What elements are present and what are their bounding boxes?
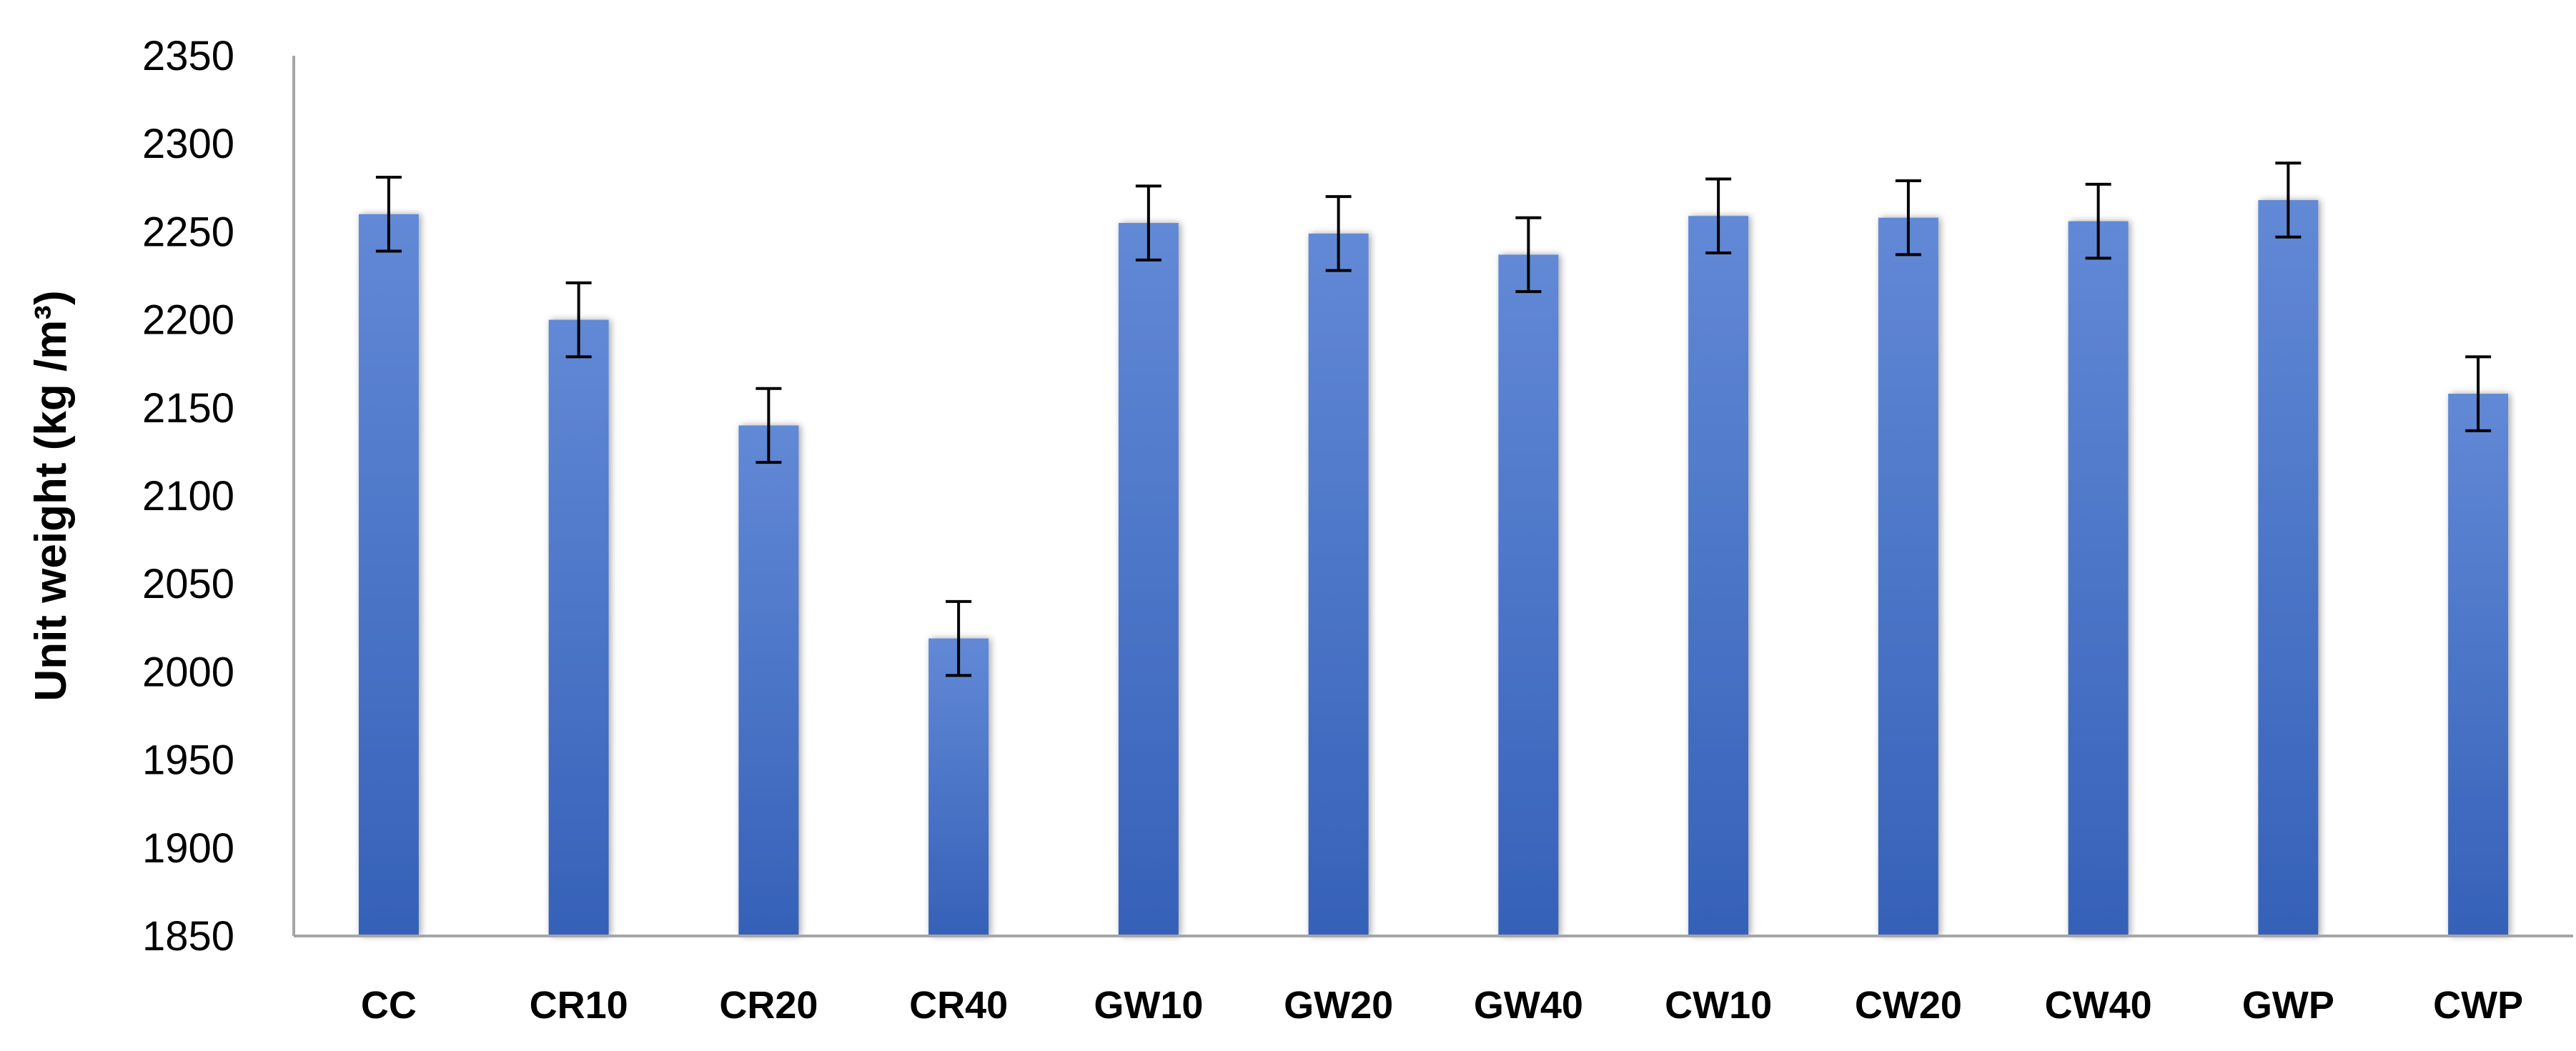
bar-gwp xyxy=(2258,200,2319,937)
x-category-label: CR10 xyxy=(530,984,628,1027)
error-bar-cw10 xyxy=(1705,177,1732,254)
bar-gw10 xyxy=(1118,223,1179,937)
x-category-label: CR40 xyxy=(909,984,1008,1027)
x-category-label: CC xyxy=(361,984,417,1027)
error-bar-gw40 xyxy=(1515,216,1542,294)
x-category-label: CR20 xyxy=(719,984,818,1027)
x-category-label: CWP xyxy=(2433,984,2523,1027)
error-bar-cr10 xyxy=(565,281,592,359)
bar-cc xyxy=(358,214,419,936)
y-tick-label: 2050 xyxy=(142,561,234,607)
x-category-label: CW40 xyxy=(2045,984,2152,1027)
error-bar-cw20 xyxy=(1895,179,1921,256)
bar-cw10 xyxy=(1688,216,1749,936)
error-bar-gw20 xyxy=(1325,195,1352,272)
bar-cr20 xyxy=(738,425,799,936)
x-category-label: GW40 xyxy=(1474,984,1583,1027)
y-tick-labels: 1850 1900 1950 2000 2050 2100 2150 2200 2250 2300… xyxy=(142,33,234,960)
error-bar-cw40 xyxy=(2085,182,2111,260)
error-bar-cc xyxy=(375,176,402,253)
y-tick-label: 2200 xyxy=(142,297,234,344)
bar-gw40 xyxy=(1498,254,1559,936)
error-bar-gwp xyxy=(2275,161,2302,239)
y-tick-label: 1900 xyxy=(142,825,234,872)
x-category-label: GWP xyxy=(2242,984,2334,1027)
bar-cw20 xyxy=(1878,217,1938,936)
y-tick-label: 2350 xyxy=(142,33,234,79)
bar-cr40 xyxy=(928,638,989,936)
error-bar-gw10 xyxy=(1135,184,1161,261)
bar-cr10 xyxy=(548,319,609,937)
y-axis-title: Unit weight (kg /m³) xyxy=(26,290,76,701)
y-tick-label: 2250 xyxy=(142,209,234,255)
error-bar-cr20 xyxy=(756,387,782,464)
y-tick-label: 2000 xyxy=(142,649,234,695)
error-bars-layer xyxy=(375,161,2492,677)
x-category-label: CW10 xyxy=(1665,984,1772,1027)
x-category-label: GW20 xyxy=(1284,984,1393,1027)
bar-cwp xyxy=(2448,394,2509,936)
y-tick-label: 1850 xyxy=(142,913,234,960)
y-tick-label: 2150 xyxy=(142,385,234,432)
x-category-labels: CC CR10 CR20 CR40 GW10 GW20 GW40 CW10 CW20 CW40 GW… xyxy=(361,984,2523,1027)
error-bar-cr40 xyxy=(946,599,972,677)
y-tick-label: 2300 xyxy=(142,121,234,167)
y-tick-label: 2100 xyxy=(142,473,234,519)
bars-layer xyxy=(358,200,2509,937)
bar-gw20 xyxy=(1308,233,1369,936)
x-category-label: GW10 xyxy=(1094,984,1203,1027)
bar-cw40 xyxy=(2068,221,2129,937)
y-tick-label: 1950 xyxy=(142,737,234,784)
error-bar-cwp xyxy=(2465,355,2492,432)
x-category-label: CW20 xyxy=(1855,984,1962,1027)
